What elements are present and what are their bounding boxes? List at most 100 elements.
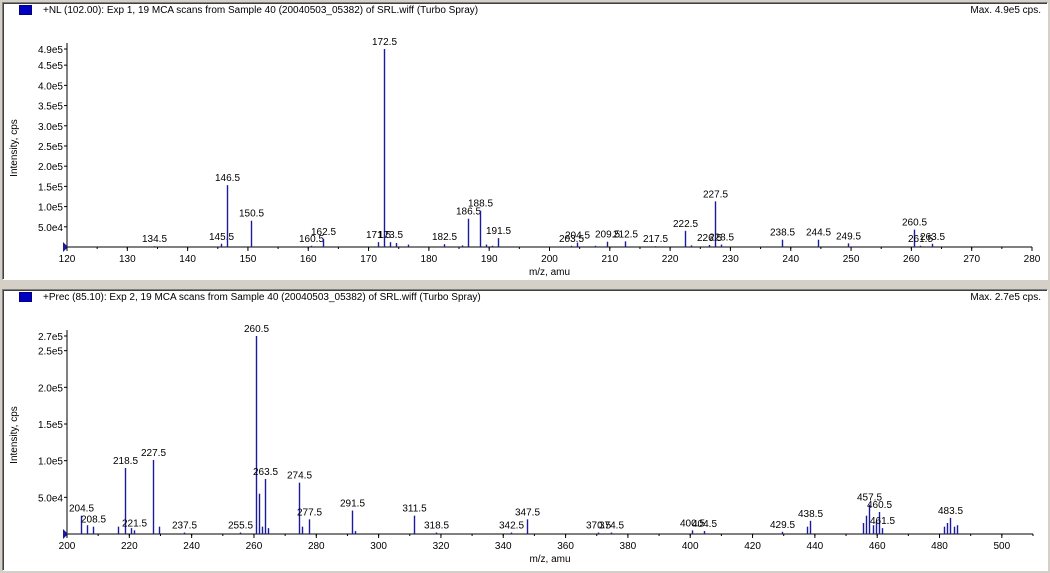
peak-label: 203.5 [559, 234, 584, 245]
peak-label: 404.5 [692, 519, 717, 530]
peak-label: 217.5 [643, 234, 668, 245]
peak-label: 227.5 [141, 448, 166, 459]
x-tick-label: 220 [121, 541, 138, 552]
peak-label: 221.5 [122, 518, 147, 529]
peak-label: 244.5 [806, 228, 831, 239]
peak-label: 134.5 [142, 234, 167, 245]
x-tick-label: 120 [59, 254, 76, 265]
peak-label: 260.5 [902, 218, 927, 229]
x-tick-label: 240 [782, 254, 799, 265]
peak-label: 374.5 [599, 521, 624, 532]
x-tick-label: 440 [807, 541, 824, 552]
peak-label: 218.5 [113, 456, 138, 467]
x-tick-label: 280 [308, 541, 325, 552]
y-tick-label: 5.0e4 [38, 493, 63, 504]
max-intensity-label: Max. 2.7e5 cps. [970, 292, 1041, 303]
pane-splitter[interactable] [0, 281, 1050, 286]
x-tick-label: 200 [541, 254, 558, 265]
x-tick-label: 150 [240, 254, 257, 265]
x-tick-label: 260 [903, 254, 920, 265]
x-tick-label: 210 [601, 254, 618, 265]
peak-label: 238.5 [770, 228, 795, 239]
x-axis-title: m/z, amu [529, 554, 570, 565]
y-tick-label: 3.5e5 [38, 102, 63, 113]
peak-label: 400.5 [680, 518, 705, 529]
x-tick-label: 320 [433, 541, 450, 552]
peak-label: 228.5 [709, 233, 734, 244]
y-axis-title: Intensity, cps [9, 406, 20, 464]
peak-label: 182.5 [432, 232, 457, 243]
x-tick-label: 190 [481, 254, 498, 265]
x-tick-label: 240 [183, 541, 200, 552]
axis-origin-arrow-icon [63, 242, 68, 252]
peak-label: 162.5 [311, 227, 336, 238]
peak-label: 263.5 [253, 467, 278, 478]
y-tick-label: 2.5e5 [38, 142, 63, 153]
peak-label: 150.5 [239, 209, 264, 220]
y-tick-label: 1.5e5 [38, 182, 63, 193]
peak-label: 318.5 [424, 521, 449, 532]
x-tick-label: 340 [495, 541, 512, 552]
y-axis-title: Intensity, cps [9, 119, 20, 177]
peak-label: 146.5 [215, 173, 240, 184]
x-tick-label: 200 [59, 541, 76, 552]
peak-label: 226.5 [697, 233, 722, 244]
peak-label: 237.5 [172, 521, 197, 532]
x-tick-label: 180 [421, 254, 438, 265]
peak-label: 347.5 [515, 507, 540, 518]
x-tick-label: 500 [993, 541, 1010, 552]
x-tick-label: 380 [620, 541, 637, 552]
x-tick-label: 140 [179, 254, 196, 265]
y-tick-label: 2.5e5 [38, 347, 63, 358]
y-tick-label: 2.0e5 [38, 383, 63, 394]
peak-label: 212.5 [613, 229, 638, 240]
peak-label: 145.5 [209, 232, 234, 243]
peak-label: 429.5 [770, 520, 795, 531]
peak-label: 171.5 [366, 230, 391, 241]
peak-label: 274.5 [287, 471, 312, 482]
y-tick-label: 4.0e5 [38, 81, 63, 92]
x-tick-label: 270 [963, 254, 980, 265]
y-tick-label: 4.5e5 [38, 61, 63, 72]
peak-label: 173.5 [378, 230, 403, 241]
sample-color-marker-icon [19, 292, 32, 302]
spectrum-title: +Prec (85.10): Exp 2, 19 MCA scans from … [43, 292, 481, 303]
peak-label: 483.5 [938, 506, 963, 517]
x-tick-label: 160 [300, 254, 317, 265]
peak-label: 204.5 [565, 231, 590, 242]
x-tick-label: 400 [682, 541, 699, 552]
peak-label: 461.5 [870, 516, 895, 527]
spectrum-plot-nl[interactable]: 120 130 140 150 160 170 180 190 200 210 220 230 240 2… [3, 3, 1047, 279]
peak-label: 342.5 [499, 521, 524, 532]
y-tick-label: 2.0e5 [38, 162, 63, 173]
x-tick-label: 420 [744, 541, 761, 552]
peak-label: 457.5 [857, 493, 882, 504]
y-tick-label: 5.0e4 [38, 223, 63, 234]
x-tick-label: 130 [119, 254, 136, 265]
spectrum-title: +NL (102.00): Exp 1, 19 MCA scans from S… [43, 5, 479, 16]
x-tick-label: 250 [843, 254, 860, 265]
peak-label: 260.5 [244, 324, 269, 335]
peak-label: 311.5 [402, 504, 427, 515]
peak-label: 438.5 [798, 509, 823, 520]
x-tick-label: 360 [557, 541, 574, 552]
y-tick-label: 1.0e5 [38, 203, 63, 214]
peak-label: 172.5 [372, 37, 397, 48]
max-intensity-label: Max. 4.9e5 cps. [970, 5, 1041, 16]
x-tick-label: 460 [869, 541, 886, 552]
panel-header: +Prec (85.10): Exp 2, 19 MCA scans from … [3, 290, 1047, 306]
spectrum-panel-nl: +NL (102.00): Exp 1, 19 MCA scans from S… [2, 2, 1048, 280]
peak-label: 460.5 [867, 500, 892, 511]
axis-origin-arrow-icon [63, 529, 68, 539]
x-axis-title: m/z, amu [529, 267, 570, 278]
x-tick-label: 280 [1024, 254, 1041, 265]
peak-label: 291.5 [340, 499, 365, 510]
peak-label: 277.5 [297, 507, 322, 518]
peak-label: 370.5 [586, 521, 611, 532]
y-tick-label: 1.0e5 [38, 457, 63, 468]
peak-label: 188.5 [468, 199, 493, 210]
x-tick-label: 230 [722, 254, 739, 265]
peak-label: 208.5 [81, 515, 106, 526]
peak-label: 191.5 [486, 226, 511, 237]
spectrum-plot-prec[interactable]: 200 220 240 260 280 300 320 340 360 380 400 420 440 4… [3, 290, 1047, 570]
